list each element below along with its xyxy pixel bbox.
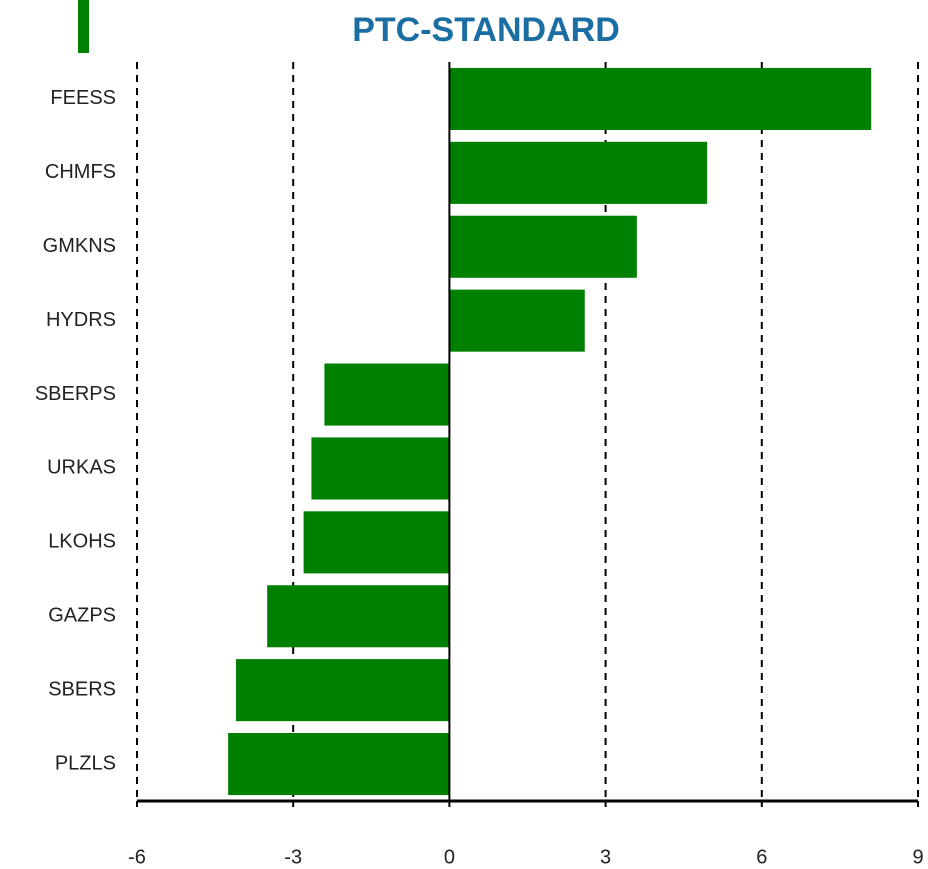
bar [449,215,637,278]
x-tick-label: 9 [912,846,923,868]
y-tick-label: GMKNS [43,235,116,257]
bar [303,511,450,574]
y-tick-label: LKOHS [48,531,116,553]
bar [449,289,585,352]
bar [449,141,708,204]
decoration [78,0,89,53]
bar [324,363,450,426]
x-tick-label: 3 [600,846,611,868]
y-tick-label: HYDRS [46,309,116,331]
x-tick-label: 6 [756,846,767,868]
bar [228,733,450,796]
y-tick-label: SBERS [48,678,116,700]
x-tick-label: 0 [444,846,455,868]
y-tick-label: CHMFS [45,161,116,183]
bar [235,659,450,722]
bar [267,585,450,648]
y-tick-label: FEESS [50,87,116,109]
y-tick-label: URKAS [47,457,116,479]
chart-title: PTC-STANDARD [352,11,620,49]
y-tick-label: SBERPS [35,383,116,405]
y-tick-label: GAZPS [48,605,116,627]
y-tick-label: PLZLS [55,752,116,774]
bar [311,437,450,500]
bar [449,67,872,130]
x-tick-label: -6 [128,846,146,868]
x-tick-label: -3 [284,846,302,868]
